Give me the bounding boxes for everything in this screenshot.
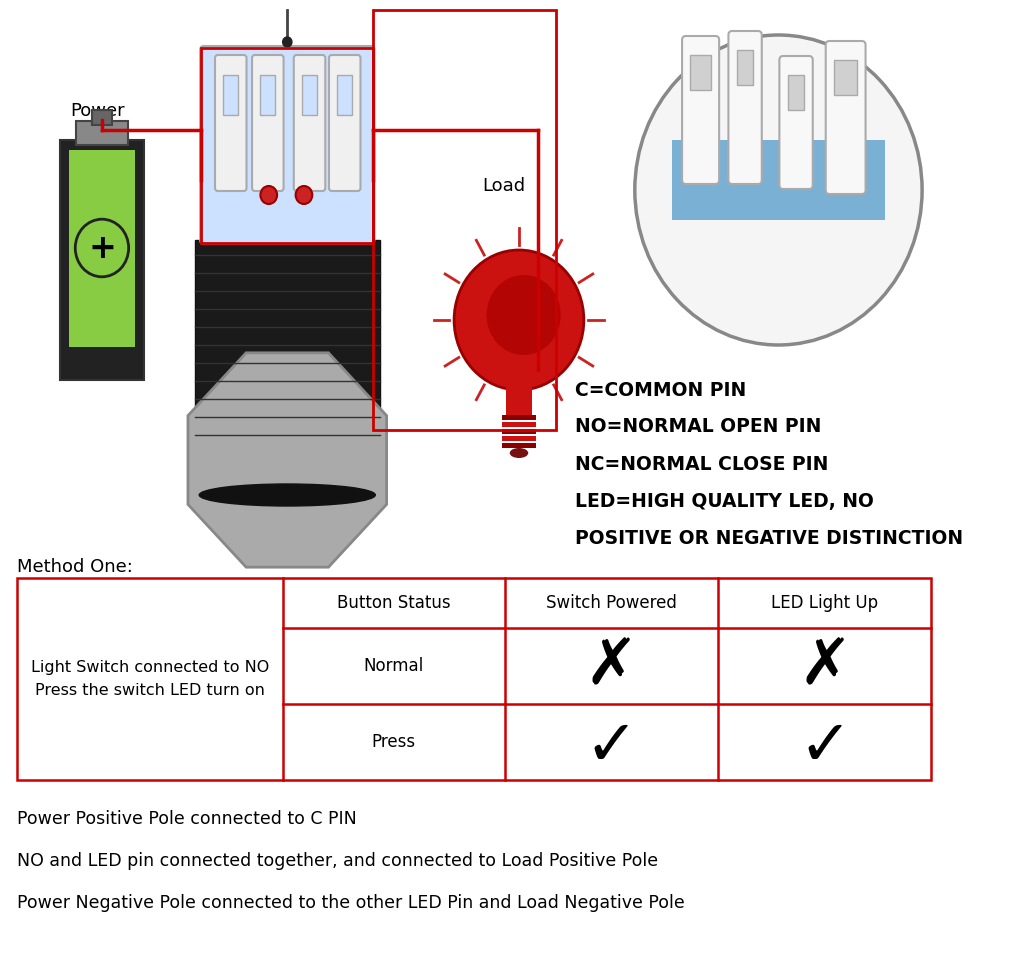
FancyBboxPatch shape [329,55,360,191]
Text: NC=NORMAL CLOSE PIN: NC=NORMAL CLOSE PIN [574,455,828,473]
Text: NO=NORMAL OPEN PIN: NO=NORMAL OPEN PIN [574,418,821,436]
Bar [337,75,352,115]
Text: Method One:: Method One: [16,558,132,576]
Text: ✓: ✓ [798,716,852,778]
Text: Load: Load [482,177,525,195]
Ellipse shape [510,448,528,458]
Text: Switch Powered: Switch Powered [546,594,677,612]
Bar [506,385,531,420]
Text: Press: Press [372,733,416,751]
Bar [374,10,556,430]
Bar [223,75,239,115]
Text: +: + [88,232,116,265]
Bar [60,140,143,380]
Bar [16,578,932,780]
Bar [503,443,536,448]
Circle shape [486,275,561,355]
Circle shape [296,186,312,204]
Text: Power: Power [70,102,125,120]
FancyBboxPatch shape [825,41,865,194]
FancyBboxPatch shape [76,121,128,145]
Bar [503,415,536,420]
Text: NO and LED pin connected together, and connected to Load Positive Pole: NO and LED pin connected together, and c… [16,852,657,870]
Text: ✗: ✗ [798,635,852,697]
Bar [503,422,536,427]
Text: Normal: Normal [364,657,424,675]
Circle shape [283,37,292,47]
Text: Switch: Switch [258,460,317,478]
Text: Power Negative Pole connected to the other LED Pin and Load Negative Pole: Power Negative Pole connected to the oth… [16,894,684,912]
Text: ✗: ✗ [585,635,638,697]
FancyBboxPatch shape [252,55,284,191]
Circle shape [635,35,922,345]
FancyBboxPatch shape [200,46,375,244]
Bar [787,75,805,110]
FancyBboxPatch shape [682,36,719,184]
Text: Power Positive Pole connected to C PIN: Power Positive Pole connected to C PIN [16,810,356,828]
Text: C=COMMON PIN: C=COMMON PIN [574,381,745,399]
Ellipse shape [200,484,376,506]
FancyBboxPatch shape [294,55,326,191]
FancyBboxPatch shape [779,56,813,189]
Bar [690,55,711,90]
Text: Button Status: Button Status [337,594,451,612]
FancyBboxPatch shape [728,31,762,184]
FancyBboxPatch shape [92,110,112,125]
Text: ✓: ✓ [585,716,638,778]
Bar [69,150,135,347]
Text: POSITIVE OR NEGATIVE DISTINCTION: POSITIVE OR NEGATIVE DISTINCTION [574,529,963,547]
Bar [672,140,885,220]
Circle shape [260,186,278,204]
Bar [195,240,380,450]
FancyBboxPatch shape [215,55,247,191]
Bar [302,75,317,115]
Text: Light Switch connected to NO
Press the switch LED turn on: Light Switch connected to NO Press the s… [31,660,268,697]
Text: LED Light Up: LED Light Up [771,594,879,612]
Bar [503,436,536,441]
Text: LED=HIGH QUALITY LED, NO: LED=HIGH QUALITY LED, NO [574,492,873,510]
Bar [503,429,536,434]
Bar [201,48,374,243]
Bar [736,50,754,85]
Bar [835,60,857,95]
Circle shape [454,250,584,390]
Bar [260,75,275,115]
